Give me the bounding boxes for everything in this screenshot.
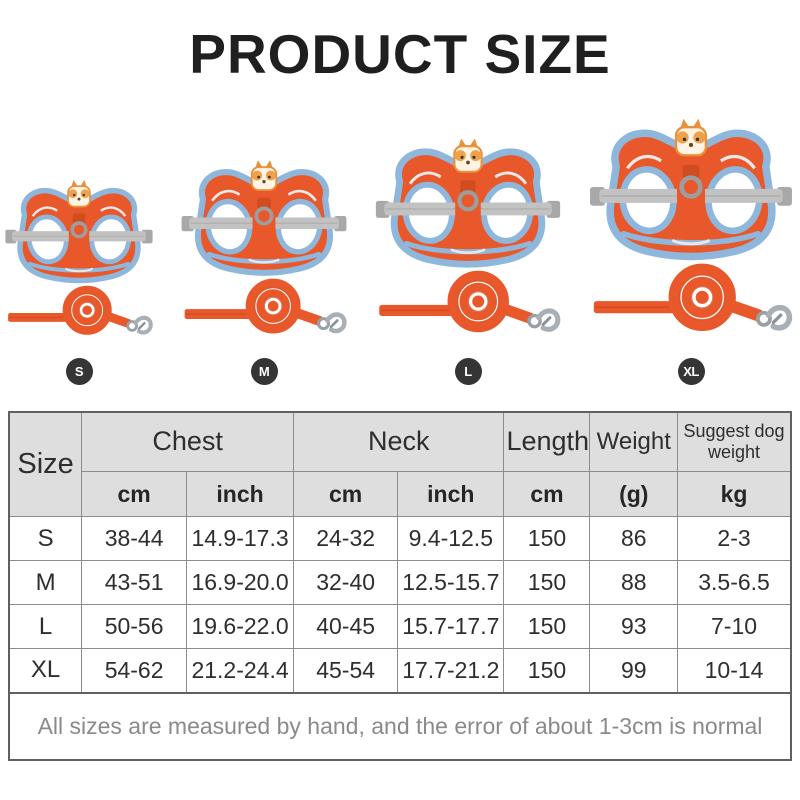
cell-neck-inch: 9.4-12.5: [397, 516, 505, 561]
table-row-l: L 50-56 19.6-22.0 40-45 15.7-17.7 150 93…: [8, 604, 792, 649]
product-variants-row: S M L XL: [0, 113, 800, 385]
table-row-xl: XL 54-62 21.2-24.4 45-54 17.7-21.2 150 9…: [8, 648, 792, 693]
col-header-suggest-dog-weight: Suggest dog weight: [677, 411, 792, 472]
cell-neck-cm: 32-40: [293, 560, 399, 605]
cell-neck-cm: 24-32: [293, 516, 399, 561]
unit-header-chest-cm: cm: [81, 471, 187, 517]
cell-chest-cm: 38-44: [81, 516, 187, 561]
cell-weight-g: 99: [589, 648, 679, 693]
cell-length-cm: 150: [503, 604, 591, 649]
size-badge-m: M: [250, 357, 278, 385]
cell-suggest-kg: 10-14: [677, 648, 792, 693]
cell-size: XL: [8, 648, 83, 693]
size-badge-s: S: [65, 357, 93, 385]
cell-chest-inch: 19.6-22.0: [185, 604, 295, 649]
cell-chest-inch: 14.9-17.3: [185, 516, 295, 561]
table-row-s: S 38-44 14.9-17.3 24-32 9.4-12.5 150 86 …: [8, 516, 792, 561]
size-chart-table: Size Chest Neck Length Weight Suggest do…: [8, 410, 792, 694]
cell-suggest-kg: 2-3: [677, 516, 792, 561]
cell-neck-inch: 17.7-21.2: [397, 648, 505, 693]
product-figure-xl: XL: [588, 116, 794, 385]
measurement-disclaimer: All sizes are measured by hand, and the …: [8, 693, 792, 761]
product-figure-s: S: [4, 178, 154, 385]
measurement-disclaimer-text: All sizes are measured by hand, and the …: [37, 712, 763, 739]
unit-header-chest-inch: inch: [185, 471, 295, 517]
unit-header-length-cm: cm: [503, 471, 591, 517]
product-figure-l: L: [374, 136, 562, 385]
col-header-chest: Chest: [81, 411, 295, 472]
cell-neck-inch: 15.7-17.7: [397, 604, 505, 649]
cell-neck-cm: 45-54: [293, 648, 399, 693]
cell-neck-cm: 40-45: [293, 604, 399, 649]
cell-neck-inch: 12.5-15.7: [397, 560, 505, 605]
dog-harness-leash-illustration: [588, 116, 794, 345]
cell-length-cm: 150: [503, 516, 591, 561]
table-row-m: M 43-51 16.9-20.0 32-40 12.5-15.7 150 88…: [8, 560, 792, 605]
cell-chest-cm: 54-62: [81, 648, 187, 693]
unit-header-neck-cm: cm: [293, 471, 399, 517]
size-badge-l: L: [454, 357, 482, 385]
cell-chest-inch: 16.9-20.0: [185, 560, 295, 605]
dog-harness-leash-illustration: [4, 178, 154, 345]
cell-size: M: [8, 560, 83, 605]
cell-weight-g: 86: [589, 516, 679, 561]
cell-chest-cm: 50-56: [81, 604, 187, 649]
dog-harness-leash-illustration: [180, 158, 348, 345]
size-badge-label: S: [74, 363, 84, 379]
unit-header-suggest-kg: kg: [677, 471, 792, 517]
size-badge-label: XL: [683, 363, 699, 379]
cell-length-cm: 150: [503, 648, 591, 693]
cell-size: S: [8, 516, 83, 561]
unit-header-weight-g: (g): [589, 471, 679, 517]
cell-chest-cm: 43-51: [81, 560, 187, 605]
size-badge-label: M: [258, 363, 270, 379]
product-figure-m: M: [180, 158, 348, 385]
dog-harness-leash-illustration: [374, 136, 562, 345]
size-badge-label: L: [464, 363, 472, 379]
size-badge-xl: XL: [677, 357, 705, 385]
col-header-weight: Weight: [589, 411, 679, 472]
col-header-size: Size: [8, 411, 83, 517]
cell-length-cm: 150: [503, 560, 591, 605]
cell-suggest-kg: 7-10: [677, 604, 792, 649]
cell-weight-g: 93: [589, 604, 679, 649]
col-header-length: Length: [503, 411, 591, 472]
cell-size: L: [8, 604, 83, 649]
cell-chest-inch: 21.2-24.4: [185, 648, 295, 693]
page-title: PRODUCT SIZE: [189, 23, 611, 85]
unit-header-neck-inch: inch: [397, 471, 505, 517]
cell-suggest-kg: 3.5-6.5: [677, 560, 792, 605]
col-header-neck: Neck: [293, 411, 505, 472]
cell-weight-g: 88: [589, 560, 679, 605]
